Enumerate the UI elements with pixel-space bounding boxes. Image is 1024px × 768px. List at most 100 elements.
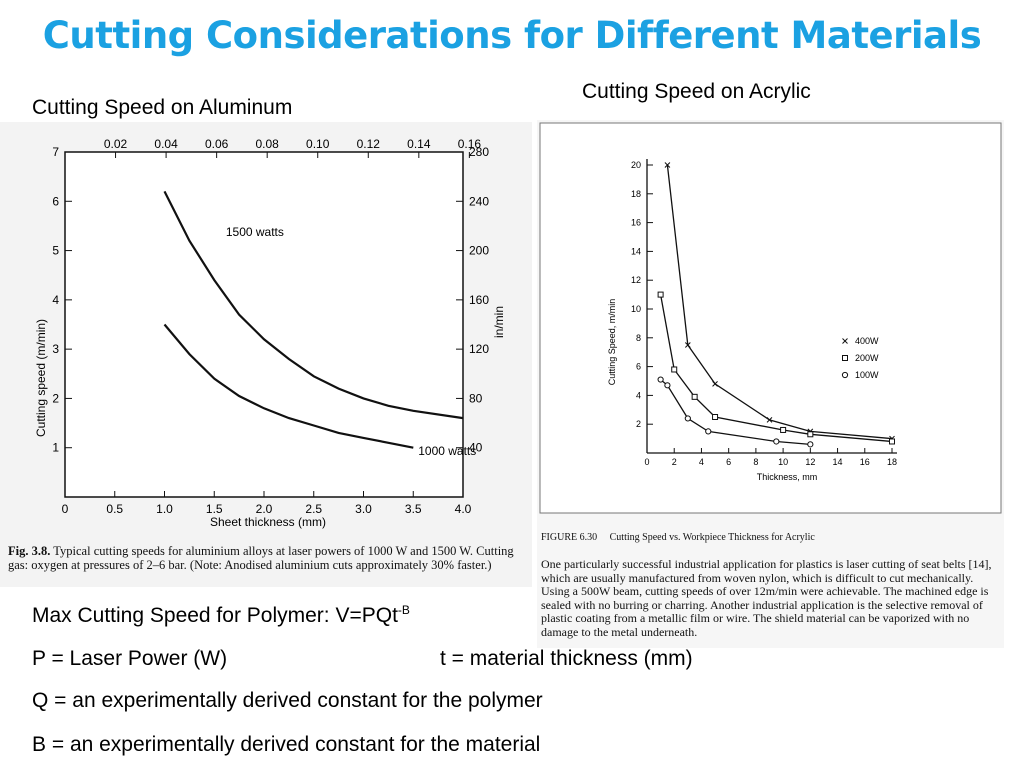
aluminum-x-tick-label: 3.5 <box>405 502 422 516</box>
acrylic-legend-label: 200W <box>855 353 879 363</box>
acrylic-x-tick-label: 2 <box>672 457 677 467</box>
acrylic-figure: 0 2 4 6 8 10 12 14 16 18 2 4 6 8 10 12 14 16 18 20 400W 200W… <box>537 120 1004 648</box>
acrylic-caption-title: Cutting Speed vs. Workpiece Thickness fo… <box>609 532 815 543</box>
aluminum-x2-tick-label: 0.10 <box>306 137 330 151</box>
aluminum-x-tick-label: 3.0 <box>355 502 372 516</box>
aluminum-x-tick-label: 4.0 <box>455 502 472 516</box>
aluminum-x2-tick-label: 0.06 <box>205 137 229 151</box>
aluminum-y2-tick-label: 200 <box>469 244 489 258</box>
acrylic-series-line <box>666 164 893 440</box>
formula-line: Max Cutting Speed for Polymer: V=PQt-B <box>32 603 410 628</box>
acrylic-marker-square <box>657 291 664 298</box>
acrylic-marker-x <box>766 417 773 423</box>
definition-t: t = material thickness (mm) <box>440 647 693 670</box>
acrylic-caption-text: One particularly successful industrial a… <box>541 557 992 639</box>
aluminum-series-line <box>163 190 464 420</box>
aluminum-series-line <box>163 323 414 449</box>
aluminum-heading: Cutting Speed on Aluminum <box>32 96 293 119</box>
acrylic-marker-x <box>684 342 691 348</box>
acrylic-y-tick-label: 6 <box>636 362 641 372</box>
aluminum-x2-tick-label: 0.12 <box>357 137 381 151</box>
aluminum-y-tick-label: 6 <box>52 194 59 208</box>
acrylic-x-axis-label: Thickness, mm <box>757 472 818 482</box>
aluminum-y-tick-label: 4 <box>52 293 59 307</box>
acrylic-y-axis-label: Cutting Speed, m/min <box>607 299 617 386</box>
acrylic-x-tick-label: 10 <box>778 457 788 467</box>
acrylic-y-tick-label: 4 <box>636 390 641 400</box>
acrylic-marker-stroke <box>712 381 718 387</box>
acrylic-marker-square <box>842 355 848 361</box>
acrylic-marker-x <box>664 162 671 168</box>
aluminum-x-tick-label: 1.5 <box>206 502 223 516</box>
aluminum-x2-tick-label: 0.04 <box>154 137 178 151</box>
acrylic-marker-circle <box>657 376 664 383</box>
acrylic-y-tick-label: 2 <box>636 419 641 429</box>
formula-exponent: -B <box>397 603 410 617</box>
acrylic-marker-circle <box>807 441 814 448</box>
acrylic-marker-circle <box>841 371 849 379</box>
definition-p: P = Laser Power (W) <box>32 647 228 670</box>
aluminum-series-label: 1000 watts <box>418 444 476 458</box>
acrylic-marker-circle <box>773 438 780 445</box>
definition-b: B = an experimentally derived constant f… <box>32 733 541 756</box>
aluminum-caption: Fig. 3.8. Typical cutting speeds for alu… <box>8 544 528 572</box>
acrylic-marker-stroke <box>684 342 691 348</box>
aluminum-caption-text: Typical cutting speeds for aluminium all… <box>8 544 514 572</box>
aluminum-y2-tick-label: 80 <box>469 391 483 405</box>
acrylic-x-tick-label: 14 <box>833 457 843 467</box>
acrylic-caption-label: FIGURE 6.30 <box>541 532 598 543</box>
slide-title: Cutting Considerations for Different Mat… <box>42 14 982 57</box>
acrylic-marker-square <box>671 366 678 373</box>
acrylic-y-tick-label: 10 <box>631 304 641 314</box>
aluminum-y-tick-label: 1 <box>52 441 59 455</box>
aluminum-chart: 1500 watts 1000 watts 0 0.5 1.0 1.5 2.0 2.5 3.0… <box>34 137 506 529</box>
acrylic-y-tick-label: 8 <box>636 333 641 343</box>
acrylic-marker-square <box>712 414 719 420</box>
acrylic-marker-stroke <box>842 338 848 344</box>
acrylic-y-tick-label: 12 <box>631 275 641 285</box>
acrylic-x-tick-label: 8 <box>753 457 758 467</box>
aluminum-x-tick-label: 2.0 <box>256 502 273 516</box>
aluminum-x-axis-label: Sheet thickness (mm) <box>210 515 326 529</box>
aluminum-figure: 1500 watts 1000 watts 0 0.5 1.0 1.5 2.0 2.5 3.0… <box>0 122 532 587</box>
acrylic-marker-circle <box>684 415 691 422</box>
aluminum-x2-tick-label: 0.08 <box>256 137 280 151</box>
acrylic-caption-heading: FIGURE 6.30 Cutting Speed vs. Workpiece … <box>541 532 1001 543</box>
acrylic-y-tick-label: 20 <box>631 160 641 170</box>
aluminum-y-axis-label: Cutting speed (m/min) <box>34 319 48 437</box>
aluminum-y-tick-label: 2 <box>52 391 59 405</box>
aluminum-x-tick-label: 2.5 <box>305 502 322 516</box>
aluminum-y2-tick-label: 160 <box>469 293 489 307</box>
acrylic-x-tick-label: 16 <box>860 457 870 467</box>
aluminum-caption-label: Fig. 3.8. <box>8 544 51 558</box>
acrylic-marker-x <box>712 381 718 387</box>
acrylic-heading: Cutting Speed on Acrylic <box>582 80 811 103</box>
acrylic-marker-circle <box>705 428 712 435</box>
aluminum-x2-tick-label: 0.16 <box>458 137 482 151</box>
aluminum-y2-tick-label: 240 <box>469 194 489 208</box>
acrylic-marker-square <box>780 426 787 433</box>
acrylic-marker-circle <box>664 382 671 389</box>
acrylic-marker-square <box>889 438 895 445</box>
acrylic-marker-x <box>842 338 848 344</box>
acrylic-x-tick-label: 0 <box>644 457 649 467</box>
aluminum-y-tick-label: 5 <box>52 244 59 258</box>
aluminum-y-tick-label: 7 <box>52 145 59 159</box>
acrylic-legend-label: 100W <box>855 370 879 380</box>
aluminum-y2-tick-label: 120 <box>469 342 489 356</box>
aluminum-y-tick-label: 3 <box>52 342 59 356</box>
acrylic-marker-stroke <box>664 162 671 168</box>
acrylic-x-tick-label: 18 <box>887 457 897 467</box>
aluminum-y2-axis-label: in/min <box>492 306 506 338</box>
acrylic-marker-square <box>807 431 814 438</box>
acrylic-marker-square <box>691 393 698 400</box>
acrylic-y-tick-label: 16 <box>631 218 641 228</box>
aluminum-series-label: 1500 watts <box>226 225 284 239</box>
aluminum-x2-tick-label: 0.02 <box>104 137 128 151</box>
acrylic-chart: 0 2 4 6 8 10 12 14 16 18 2 4 6 8 10 12 14 16 18 20 400W 200W… <box>539 122 1002 514</box>
aluminum-plot-frame <box>64 151 464 498</box>
aluminum-x-tick-label: 0 <box>62 502 69 516</box>
acrylic-marker-stroke <box>766 417 773 423</box>
aluminum-x2-tick-label: 0.14 <box>407 137 431 151</box>
aluminum-y2-tick-label: 40 <box>469 441 483 455</box>
